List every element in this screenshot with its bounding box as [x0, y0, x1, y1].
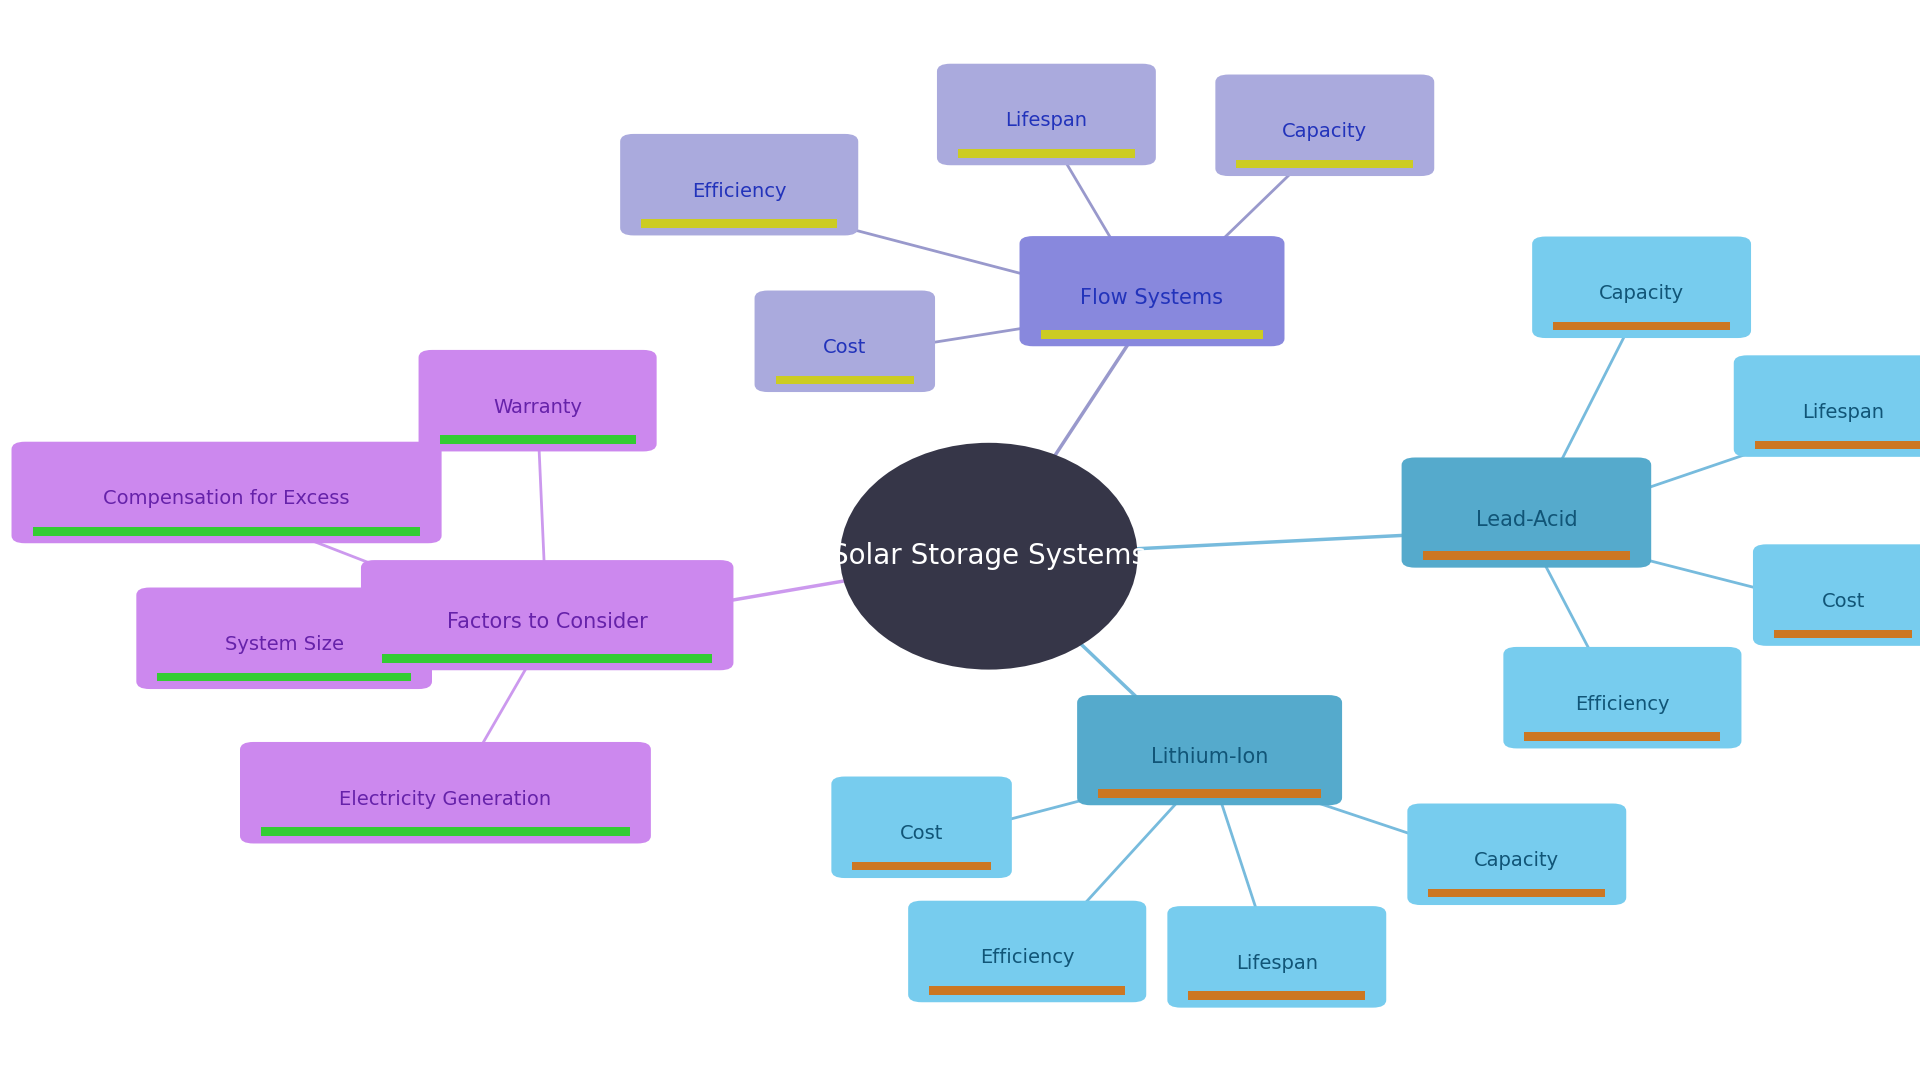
Text: Flow Systems: Flow Systems: [1081, 288, 1223, 308]
Bar: [1423, 552, 1630, 561]
FancyBboxPatch shape: [755, 291, 935, 392]
FancyBboxPatch shape: [1020, 237, 1284, 347]
Text: Warranty: Warranty: [493, 397, 582, 417]
Bar: [261, 827, 630, 836]
Bar: [1098, 789, 1321, 798]
Bar: [852, 862, 991, 870]
Bar: [33, 527, 420, 536]
Text: Capacity: Capacity: [1475, 851, 1559, 870]
FancyBboxPatch shape: [1753, 544, 1920, 646]
Ellipse shape: [841, 443, 1137, 670]
Text: Factors to Consider: Factors to Consider: [447, 612, 647, 632]
FancyBboxPatch shape: [620, 134, 858, 235]
FancyBboxPatch shape: [937, 64, 1156, 165]
Bar: [929, 986, 1125, 995]
Text: Efficiency: Efficiency: [691, 181, 787, 201]
FancyBboxPatch shape: [1734, 355, 1920, 457]
Text: Efficiency: Efficiency: [1574, 694, 1670, 714]
Text: Cost: Cost: [900, 824, 943, 843]
Text: Lead-Acid: Lead-Acid: [1476, 510, 1576, 529]
Bar: [1041, 330, 1263, 339]
FancyBboxPatch shape: [361, 561, 733, 671]
Bar: [958, 149, 1135, 158]
Bar: [1428, 889, 1605, 897]
Text: Lifespan: Lifespan: [1803, 403, 1884, 422]
Bar: [1755, 441, 1920, 449]
FancyBboxPatch shape: [1407, 804, 1626, 905]
Bar: [157, 673, 411, 681]
FancyBboxPatch shape: [419, 350, 657, 451]
FancyBboxPatch shape: [1077, 696, 1342, 806]
FancyBboxPatch shape: [240, 742, 651, 843]
Text: Capacity: Capacity: [1283, 122, 1367, 141]
Bar: [1774, 630, 1912, 638]
Bar: [1188, 991, 1365, 1000]
FancyBboxPatch shape: [831, 777, 1012, 878]
Text: Lifespan: Lifespan: [1006, 111, 1087, 131]
Bar: [1236, 160, 1413, 168]
Bar: [382, 654, 712, 663]
Bar: [1553, 322, 1730, 330]
FancyBboxPatch shape: [136, 588, 432, 689]
Bar: [440, 435, 636, 444]
Text: Capacity: Capacity: [1599, 284, 1684, 303]
Bar: [641, 219, 837, 228]
Text: Solar Storage Systems: Solar Storage Systems: [831, 542, 1146, 570]
FancyBboxPatch shape: [12, 442, 442, 543]
Text: Cost: Cost: [1822, 592, 1864, 611]
Text: Lithium-Ion: Lithium-Ion: [1150, 747, 1269, 767]
Text: Cost: Cost: [824, 338, 866, 357]
FancyBboxPatch shape: [908, 901, 1146, 1002]
FancyBboxPatch shape: [1215, 75, 1434, 176]
FancyBboxPatch shape: [1532, 237, 1751, 338]
Text: Electricity Generation: Electricity Generation: [340, 789, 551, 809]
Text: Efficiency: Efficiency: [979, 948, 1075, 968]
Text: System Size: System Size: [225, 635, 344, 654]
Text: Lifespan: Lifespan: [1236, 954, 1317, 973]
Bar: [1524, 732, 1720, 741]
FancyBboxPatch shape: [1402, 458, 1651, 568]
Text: Compensation for Excess: Compensation for Excess: [104, 489, 349, 509]
Bar: [776, 376, 914, 384]
FancyBboxPatch shape: [1503, 647, 1741, 748]
FancyBboxPatch shape: [1167, 906, 1386, 1008]
